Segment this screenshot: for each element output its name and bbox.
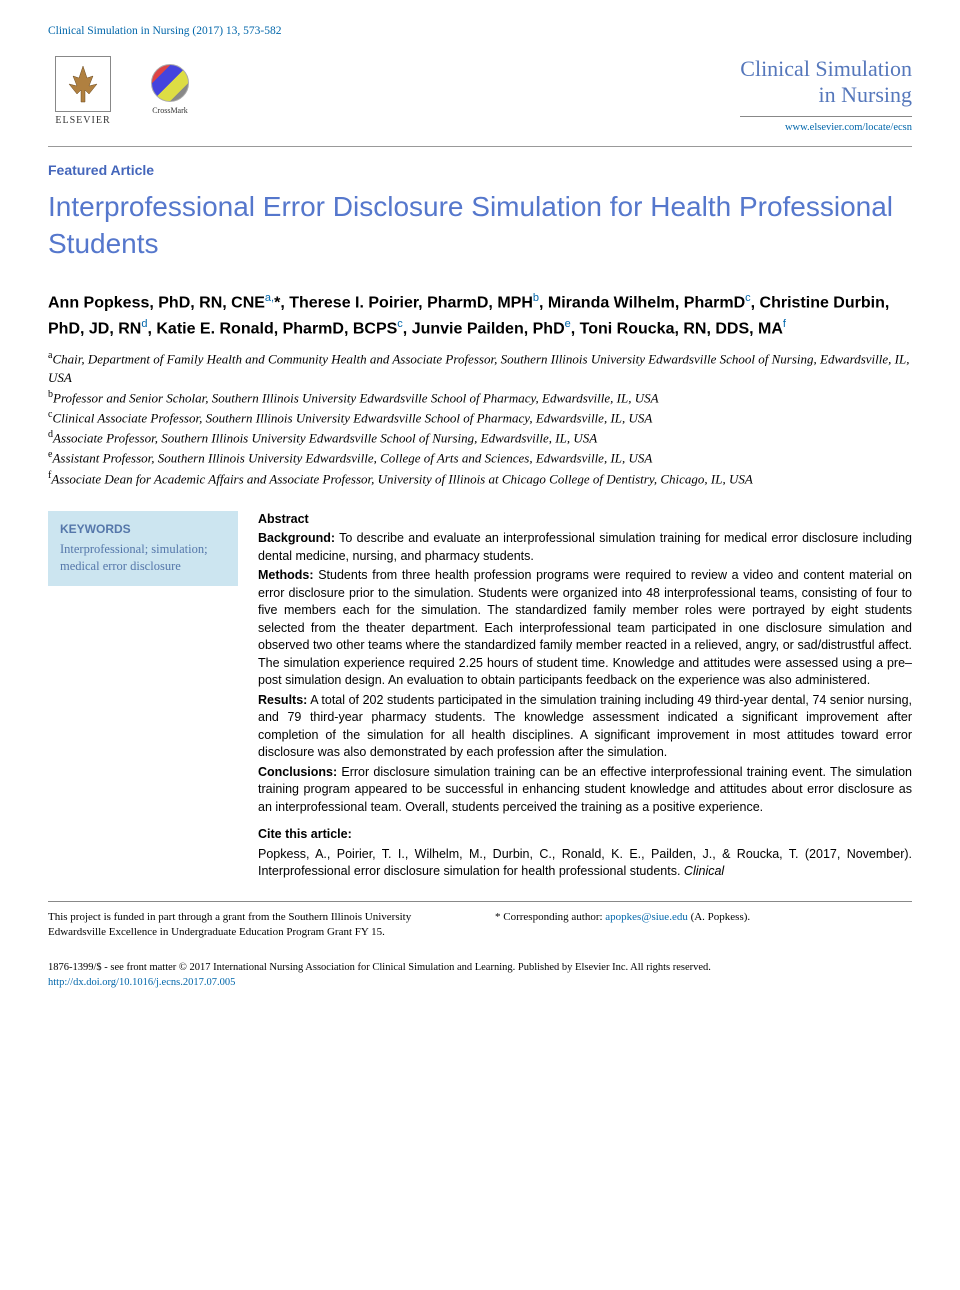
keywords-items: Interprofessional; simulation; medical e… (60, 541, 226, 576)
header-row: ELSEVIER CrossMark Clinical Simulation i… (48, 56, 912, 136)
corresponding-author: * Corresponding author: apopkes@siue.edu… (495, 910, 912, 940)
journal-name-line1: Clinical Simulation (740, 56, 912, 81)
citation-header: Clinical Simulation in Nursing (2017) 13… (48, 24, 912, 40)
divider (48, 146, 912, 147)
journal-name: Clinical Simulation in Nursing (740, 56, 912, 109)
copyright-line: 1876-1399/$ - see front matter © 2017 In… (48, 961, 912, 990)
elsevier-logo: ELSEVIER (48, 56, 118, 136)
authors-list: Ann Popkess, PhD, RN, CNEa,*, Therese I.… (48, 290, 912, 341)
affiliation-line: dAssociate Professor, Southern Illinois … (48, 428, 912, 448)
issn-text: 1876-1399/$ - see front matter © 2017 In… (48, 962, 711, 973)
affiliation-line: bProfessor and Senior Scholar, Southern … (48, 388, 912, 408)
header-logos: ELSEVIER CrossMark (48, 56, 194, 136)
crossmark-icon (151, 64, 189, 102)
corresponding-email-link[interactable]: apopkes@siue.edu (605, 911, 688, 923)
keywords-box: KEYWORDS Interprofessional; simulation; … (48, 511, 238, 586)
doi-link[interactable]: http://dx.doi.org/10.1016/j.ecns.2017.07… (48, 977, 235, 988)
journal-url[interactable]: www.elsevier.com/locate/ecsn (740, 116, 912, 135)
abstract-heading: Abstract (258, 512, 309, 526)
background-text: To describe and evaluate an interprofess… (258, 531, 912, 563)
cite-pre: Popkess, A., Poirier, T. I., Wilhelm, M.… (258, 847, 912, 879)
keywords-title: KEYWORDS (60, 521, 226, 537)
journal-name-line2: in Nursing (819, 82, 913, 107)
methods-text: Students from three health profession pr… (258, 568, 912, 687)
affiliation-line: eAssistant Professor, Southern Illinois … (48, 448, 912, 468)
article-title: Interprofessional Error Disclosure Simul… (48, 189, 912, 262)
abstract-column: Abstract Background: To describe and eva… (258, 511, 912, 881)
background-label: Background: (258, 531, 335, 545)
footer-divider (48, 901, 912, 902)
funding-note: This project is funded in part through a… (48, 910, 465, 940)
cite-heading: Cite this article: (258, 826, 912, 844)
affiliation-line: fAssociate Dean for Academic Affairs and… (48, 469, 912, 489)
affiliation-line: cClinical Associate Professor, Southern … (48, 408, 912, 428)
journal-box: Clinical Simulation in Nursing www.elsev… (740, 56, 912, 136)
abstract-container: KEYWORDS Interprofessional; simulation; … (48, 511, 912, 881)
elsevier-text: ELSEVIER (55, 114, 110, 128)
elsevier-tree-icon (55, 56, 111, 112)
section-label: Featured Article (48, 161, 912, 180)
results-label: Results: (258, 693, 307, 707)
corresponding-label: * Corresponding author: (495, 911, 605, 923)
crossmark-logo[interactable]: CrossMark (146, 64, 194, 128)
crossmark-label: CrossMark (152, 106, 188, 117)
conclusions-text: Error disclosure simulation training can… (258, 765, 912, 814)
methods-label: Methods: (258, 568, 314, 582)
results-text: A total of 202 students participated in … (258, 693, 912, 760)
conclusions-label: Conclusions: (258, 765, 337, 779)
footer-row: This project is funded in part through a… (48, 910, 912, 940)
affiliations-list: aChair, Department of Family Health and … (48, 349, 912, 489)
cite-em: Clinical (684, 864, 724, 878)
affiliation-line: aChair, Department of Family Health and … (48, 349, 912, 388)
cite-text: Popkess, A., Poirier, T. I., Wilhelm, M.… (258, 846, 912, 881)
corresponding-name: (A. Popkess). (688, 911, 750, 923)
